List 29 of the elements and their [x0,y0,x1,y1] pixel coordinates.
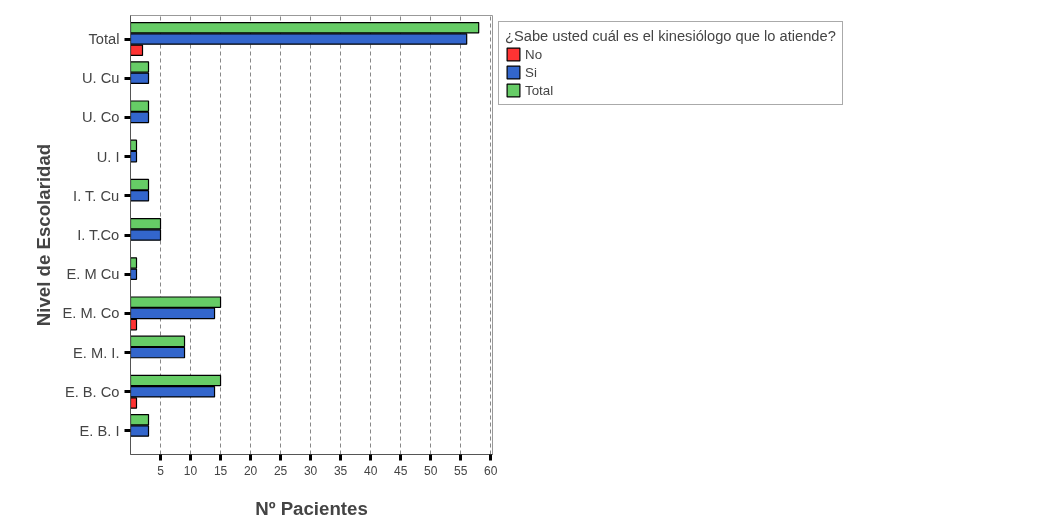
legend-label: No [525,46,544,62]
y-tick-label: E. M. Co [62,305,120,322]
x-tick-label: 55 [454,463,468,478]
y-tick-label: U. Cu [82,70,120,87]
x-tick-label: 40 [363,463,378,478]
x-tick-label: 35 [333,463,348,478]
x-tick-label: 5 [157,463,165,478]
y-tick-label: E. B. I [79,422,120,439]
x-tick-label: 30 [303,463,318,478]
x-tick-label: 15 [213,463,228,478]
y-tick-label: E. M Cu [66,266,120,283]
x-tick-label: 45 [393,463,408,478]
y-tick-label: U. Co [82,109,120,126]
legend-label: Total [525,82,554,98]
y-tick-label: Total [88,31,120,48]
x-tick-label: 10 [183,463,198,478]
x-tick-label: 60 [484,463,498,478]
y-tick-label: I. T.Co [77,227,120,243]
y-tick-label: E. M. I. [73,344,120,361]
y-tick-label: U. I [96,148,120,165]
x-tick-label: 25 [273,463,288,478]
legend-label: Si [525,64,538,80]
y-tick-label: E. B. Co [64,383,120,400]
x-axis-title: Nº Pacientes [255,497,368,519]
y-tick-label: I. T. Cu [73,187,120,204]
x-tick-label: 20 [243,463,258,478]
legend-title: ¿Sabe usted cuál es el kinesiólogo que lo atiende? [505,28,836,44]
y-axis-title: Nivel de Escolaridad [33,143,55,327]
x-tick-label: 50 [423,463,438,478]
